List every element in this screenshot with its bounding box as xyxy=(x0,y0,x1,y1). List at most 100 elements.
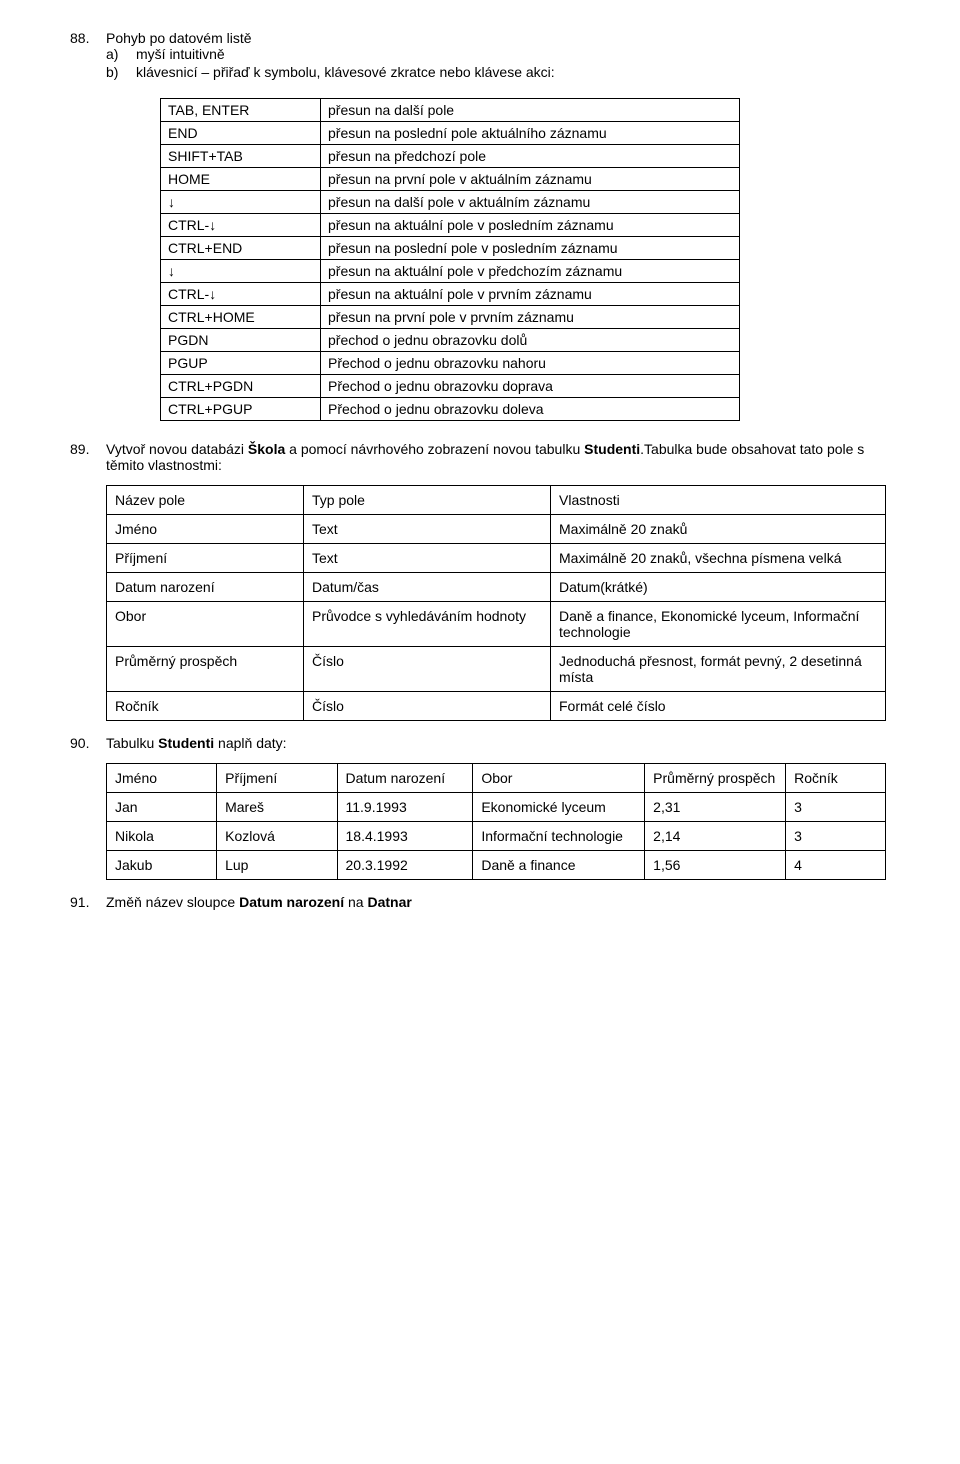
table-row: JanMareš11.9.1993Ekonomické lyceum2,313 xyxy=(107,793,886,822)
bold-term: Škola xyxy=(248,441,285,457)
table-row: PříjmeníTextMaximálně 20 znaků, všechna … xyxy=(107,544,886,573)
data-table: Jméno Příjmení Datum narození Obor Průmě… xyxy=(106,763,886,880)
shortcut-desc-cell: přesun na další pole v aktuálním záznamu xyxy=(321,191,740,214)
table-header-cell: Příjmení xyxy=(217,764,337,793)
table-cell: 18.4.1993 xyxy=(337,822,473,851)
shortcut-key-cell: PGDN xyxy=(161,329,321,352)
table-cell: Datum narození xyxy=(107,573,304,602)
table-row: NikolaKozlová18.4.1993Informační technol… xyxy=(107,822,886,851)
shortcut-desc-cell: přesun na další pole xyxy=(321,99,740,122)
table-row: JakubLup20.3.1992Daně a finance1,564 xyxy=(107,851,886,880)
shortcut-key-cell: CTRL+PGDN xyxy=(161,375,321,398)
shortcut-desc-cell: přesun na poslední pole aktuálního zázna… xyxy=(321,122,740,145)
table-row: CTRL+ENDpřesun na poslední pole v posled… xyxy=(161,237,740,260)
sub-item-a: a) myší intuitivně xyxy=(106,46,890,62)
shortcut-desc-cell: Přechod o jednu obrazovku doleva xyxy=(321,398,740,421)
bold-term: Studenti xyxy=(584,441,640,457)
shortcut-key-cell: CTRL+END xyxy=(161,237,321,260)
shortcut-desc-cell: přechod o jednu obrazovku dolů xyxy=(321,329,740,352)
table-cell: Jméno xyxy=(107,515,304,544)
table-row: ENDpřesun na poslední pole aktuálního zá… xyxy=(161,122,740,145)
table-cell: 2,31 xyxy=(645,793,786,822)
exercise-body: Vytvoř novou databázi Škola a pomocí náv… xyxy=(106,441,890,473)
table-row: Datum narozeníDatum/časDatum(krátké) xyxy=(107,573,886,602)
shortcut-desc-cell: přesun na aktuální pole v předchozím záz… xyxy=(321,260,740,283)
shortcut-key-cell: CTRL-↓ xyxy=(161,214,321,237)
table-cell: Informační technologie xyxy=(473,822,645,851)
table-cell: Mareš xyxy=(217,793,337,822)
table-row: OborPrůvodce s vyhledáváním hodnotyDaně … xyxy=(107,602,886,647)
table-header-cell: Datum narození xyxy=(337,764,473,793)
text-segment: Změň název sloupce xyxy=(106,894,239,910)
table-row: SHIFT+TABpřesun na předchozí pole xyxy=(161,145,740,168)
table-cell: Číslo xyxy=(304,692,551,721)
table-row: CTRL+PGUPPřechod o jednu obrazovku dolev… xyxy=(161,398,740,421)
table-row: CTRL+PGDNPřechod o jednu obrazovku dopra… xyxy=(161,375,740,398)
table-cell: 3 xyxy=(786,822,886,851)
table-cell: Jednoduchá přesnost, formát pevný, 2 des… xyxy=(551,647,886,692)
table-row: RočníkČísloFormát celé číslo xyxy=(107,692,886,721)
table-cell: Formát celé číslo xyxy=(551,692,886,721)
text-segment: Tabulku xyxy=(106,735,158,751)
table-cell: 4 xyxy=(786,851,886,880)
shortcut-desc-cell: Přechod o jednu obrazovku nahoru xyxy=(321,352,740,375)
shortcut-key-cell: ↓ xyxy=(161,191,321,214)
shortcut-desc-cell: Přechod o jednu obrazovku doprava xyxy=(321,375,740,398)
table-cell: Datum/čas xyxy=(304,573,551,602)
exercise-title: Pohyb po datovém listě xyxy=(106,30,890,46)
table-row: PGDNpřechod o jednu obrazovku dolů xyxy=(161,329,740,352)
table-cell: Jan xyxy=(107,793,217,822)
bold-term: Datnar xyxy=(367,894,411,910)
table-header-cell: Typ pole xyxy=(304,486,551,515)
shortcut-key-cell: CTRL-↓ xyxy=(161,283,321,306)
exercise-89: 89. Vytvoř novou databázi Škola a pomocí… xyxy=(70,441,890,473)
table-row: CTRL-↓přesun na aktuální pole v prvním z… xyxy=(161,283,740,306)
table-cell: Průvodce s vyhledáváním hodnoty xyxy=(304,602,551,647)
table-cell: Maximálně 20 znaků, všechna písmena velk… xyxy=(551,544,886,573)
table-row: PGUPPřechod o jednu obrazovku nahoru xyxy=(161,352,740,375)
table-cell: 3 xyxy=(786,793,886,822)
table-cell: Lup xyxy=(217,851,337,880)
table-cell: Příjmení xyxy=(107,544,304,573)
table-row: ↓přesun na další pole v aktuálním záznam… xyxy=(161,191,740,214)
table-cell: Ekonomické lyceum xyxy=(473,793,645,822)
table-row: HOMEpřesun na první pole v aktuálním záz… xyxy=(161,168,740,191)
table-header-row: Název pole Typ pole Vlastnosti xyxy=(107,486,886,515)
shortcut-key-cell: SHIFT+TAB xyxy=(161,145,321,168)
exercise-body: Pohyb po datovém listě a) myší intuitivn… xyxy=(106,30,890,82)
table-row: TAB, ENTERpřesun na další pole xyxy=(161,99,740,122)
table-header-row: Jméno Příjmení Datum narození Obor Průmě… xyxy=(107,764,886,793)
table-cell: Nikola xyxy=(107,822,217,851)
table-cell: Číslo xyxy=(304,647,551,692)
table-cell: Ročník xyxy=(107,692,304,721)
shortcut-desc-cell: přesun na první pole v aktuálním záznamu xyxy=(321,168,740,191)
exercise-number: 90. xyxy=(70,735,106,751)
shortcut-desc-cell: přesun na poslední pole v posledním zázn… xyxy=(321,237,740,260)
table-row: ↓přesun na aktuální pole v předchozím zá… xyxy=(161,260,740,283)
table-row: Průměrný prospěchČísloJednoduchá přesnos… xyxy=(107,647,886,692)
fields-table: Název pole Typ pole Vlastnosti JménoText… xyxy=(106,485,886,721)
exercise-body: Tabulku Studenti naplň daty: xyxy=(106,735,890,751)
table-cell: Daně a finance xyxy=(473,851,645,880)
shortcut-key-cell: PGUP xyxy=(161,352,321,375)
shortcut-desc-cell: přesun na první pole v prvním záznamu xyxy=(321,306,740,329)
shortcut-table: TAB, ENTERpřesun na další poleENDpřesun … xyxy=(160,98,740,421)
exercise-body: Změň název sloupce Datum narození na Dat… xyxy=(106,894,890,910)
sub-letter: a) xyxy=(106,46,136,62)
table-header-cell: Jméno xyxy=(107,764,217,793)
exercise-number: 89. xyxy=(70,441,106,473)
exercise-90: 90. Tabulku Studenti naplň daty: xyxy=(70,735,890,751)
table-header-cell: Vlastnosti xyxy=(551,486,886,515)
table-cell: Daně a finance, Ekonomické lyceum, Infor… xyxy=(551,602,886,647)
sub-letter: b) xyxy=(106,64,136,80)
sub-text: myší intuitivně xyxy=(136,46,225,62)
document-page: 88. Pohyb po datovém listě a) myší intui… xyxy=(0,0,960,954)
table-cell: Obor xyxy=(107,602,304,647)
bold-term: Studenti xyxy=(158,735,214,751)
text-segment: Vytvoř novou databázi xyxy=(106,441,248,457)
sub-item-b: b) klávesnicí – přiřaď k symbolu, kláves… xyxy=(106,64,890,80)
bold-term: Datum narození xyxy=(239,894,344,910)
shortcut-key-cell: END xyxy=(161,122,321,145)
exercise-number: 88. xyxy=(70,30,106,82)
table-cell: Text xyxy=(304,515,551,544)
